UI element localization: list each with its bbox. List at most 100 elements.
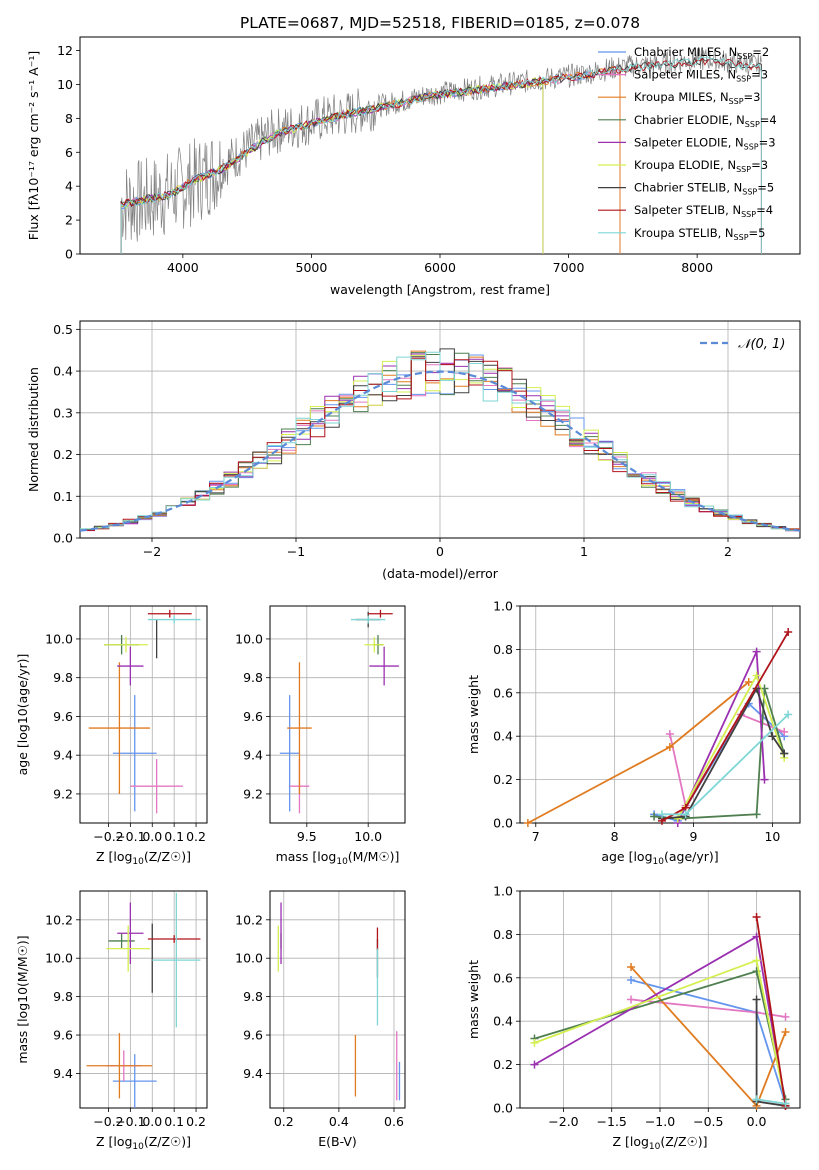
model-spectrum-line [120,57,762,254]
weight-marker [752,810,761,819]
legend-entry: Salpeter STELIB, NSSP=4 [634,203,773,219]
x-tick-label: 0.2 [186,1114,206,1129]
y-tick-label: 9.6 [53,709,73,724]
age-vs-mass-panel: 9.5 10.0 9.2 9.4 9.6 9.8 10.0 mass [log10(M/M☉)… [235,605,406,867]
y-axis-label: age [log10(age/yr)] [15,654,30,776]
weight-marker [760,775,769,784]
weight-line [661,686,785,820]
axes-frame [269,605,406,824]
axes-frame [79,320,801,539]
legend-entry: Chabrier STELIB, NSSP=5 [634,181,774,197]
y-tick-label: 0.8 [493,642,513,657]
y-tick-label: 10.2 [45,912,73,927]
y-tick-label: 0.4 [493,1014,513,1029]
weight-line [527,681,750,824]
y-tick-label: 2 [65,213,73,228]
x-tick-label: −1 [287,544,305,559]
weight-marker [627,975,636,984]
weight-marker [530,1060,539,1069]
y-tick-label: 9.6 [243,709,263,724]
mass-vs-extinction-panel: 0.2 0.4 0.6 9.4 9.6 9.8 10.0 10.2 E(B-V) [235,890,406,1149]
y-tick-label: 0.3 [53,405,73,420]
x-tick-label: −0.1 [115,829,145,844]
y-tick-label: 0.4 [493,729,513,744]
y-tick-label: 9.4 [243,1066,263,1081]
weight-marker [781,1099,790,1108]
weight-marker [784,710,793,719]
x-tick-label: −0.5 [693,1114,723,1129]
y-tick-label: 9.2 [53,786,73,801]
y-tick-label: 10.0 [45,951,73,966]
age-vs-metallicity-panel: −0.2−0.10.0 0.1 0.2 9.2 9.4 9.6 9.8 10.0 Z [log1… [15,605,208,867]
x-axis-label: wavelength [Angstrom, rest frame] [330,282,550,297]
weight-marker [673,814,682,823]
x-tick-label: 4000 [167,260,199,275]
y-tick-label: 9.4 [53,1066,73,1081]
x-tick-label: 10.0 [354,829,382,844]
weight-marker [781,1028,790,1037]
weight-marker [752,647,761,656]
axes-frame [79,36,801,255]
axes-frame [79,890,208,1109]
y-tick-label: 0.2 [53,447,73,462]
y-axis-label: mass weight [466,960,481,1039]
model-spectrum-line [120,56,762,254]
y-tick-label: 0.8 [493,927,513,942]
observed-spectrum [120,47,762,242]
weight-marker [530,1038,539,1047]
x-tick-label: 10 [764,829,780,844]
y-tick-label: 9.8 [53,989,73,1004]
x-tick-label: 0.2 [274,1114,294,1129]
axes-frame [519,890,801,1109]
y-tick-label: 0.6 [493,970,513,985]
x-tick-label: −1.5 [597,1114,627,1129]
x-tick-label: 7000 [553,260,585,275]
y-tick-label: 10.2 [235,912,263,927]
y-tick-label: 9.8 [243,670,263,685]
x-axis-label: mass [log10(M/M☉)] [276,849,400,867]
legend-entry: Kroupa ELODIE, NSSP=3 [634,158,768,174]
spectrum-panel: 4000 5000 6000 7000 8000 0 2 4 6 8 10 12 Chabrier MI… [26,36,801,297]
x-axis-label: E(B-V) [318,1134,357,1149]
y-axis-label: mass [log10(M/M☉)] [15,935,30,1063]
y-tick-label: 0.0 [53,531,73,546]
x-tick-label: 8000 [681,260,713,275]
weight-marker [665,743,674,752]
weight-marker [752,956,761,965]
figure-title: PLATE=0687, MJD=52518, FIBERID=0185, z=0… [240,14,640,32]
x-tick-label: −0.2 [93,1114,123,1129]
weight-marker [627,962,636,971]
y-tick-label: 9.4 [53,748,73,763]
weight-vs-metallicity-panel: −2.0 −1.5 −1.0 −0.5 0.0 0.0 0.2 0.4 0.6 0.8 1.0 Z [… [466,884,801,1152]
x-tick-label: 0.1 [164,829,184,844]
y-tick-label: 0.0 [493,816,513,831]
y-axis-label: Normed distribution [26,367,41,492]
x-tick-label: 0.2 [186,829,206,844]
residual-histogram [80,351,800,531]
y-tick-label: 9.6 [243,1028,263,1043]
y-axis-label: Flux [fλ10⁻¹⁷ erg cm⁻² s⁻¹ A⁻¹] [26,51,41,240]
y-tick-label: 10 [57,77,73,92]
weight-marker [627,995,636,1004]
y-tick-label: 0.0 [493,1101,513,1116]
x-tick-label: −0.2 [93,829,123,844]
axes-frame [519,605,801,824]
weight-marker [780,727,789,736]
model-spectrum-line [120,56,762,254]
y-tick-label: 0.6 [493,685,513,700]
x-tick-label: 0.1 [164,1114,184,1129]
y-tick-label: 1.0 [493,884,513,899]
x-tick-label: 5000 [296,260,328,275]
weight-marker [744,677,753,686]
weight-marker [665,730,674,739]
y-tick-label: 10.0 [235,951,263,966]
y-tick-label: 0.5 [53,322,73,337]
legend-entry: Kroupa MILES, NSSP=3 [634,90,760,106]
weight-line [756,1098,786,1105]
x-axis-label: Z [log10(Z/Z☉)] [96,849,191,867]
x-tick-label: 1 [580,544,588,559]
legend-entry: Salpeter ELODIE, NSSP=3 [634,135,776,151]
x-tick-label: 0.0 [142,829,162,844]
y-tick-label: 12 [57,43,73,58]
